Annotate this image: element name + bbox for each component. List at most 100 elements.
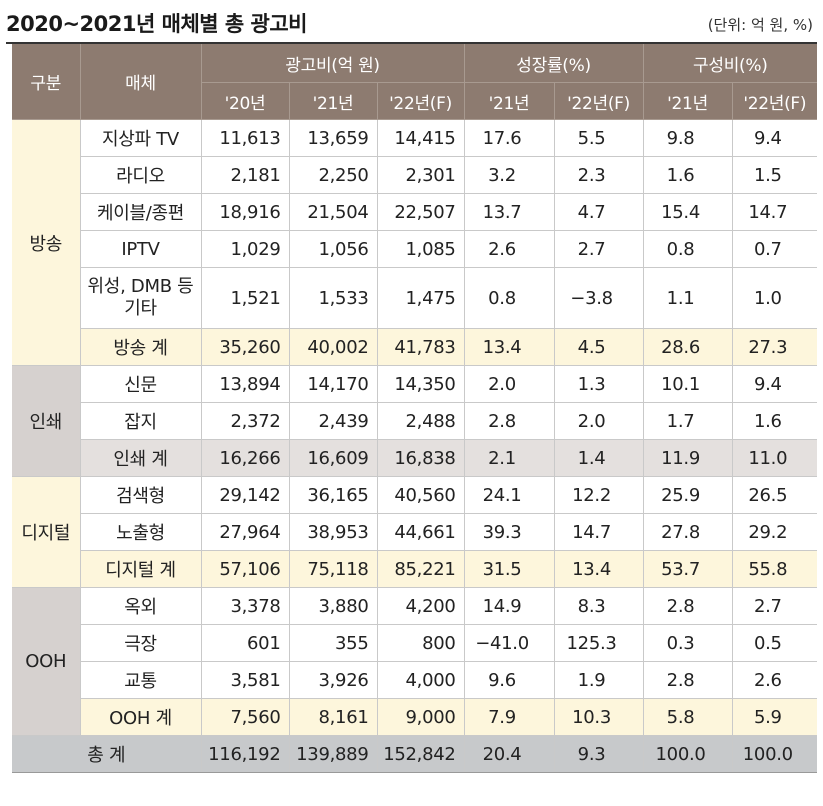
subtotal-row: OOH 계 7,560 8,161 9,000 7.9 10.3 5.8 5.9 [12, 698, 818, 736]
cell-g21: 3.2 [464, 156, 555, 194]
table-row: IPTV 1,029 1,056 1,085 2.6 2.7 0.8 0.7 [12, 230, 818, 268]
cell-s21: 53.7 [643, 550, 733, 588]
table-row: 라디오 2,181 2,250 2,301 3.2 2.3 1.6 1.5 [12, 156, 818, 194]
cell-v22: 9,000 [377, 698, 465, 736]
cell-v20: 601 [201, 624, 290, 662]
cell-v21: 3,880 [289, 587, 378, 625]
cell-v21: 2,439 [289, 402, 378, 440]
cell-s21: 27.8 [643, 513, 733, 551]
cell-v20: 27,964 [201, 513, 290, 551]
cell-v20: 35,260 [201, 328, 290, 366]
cell-v21: 1,533 [289, 267, 378, 329]
cell-v20: 2,181 [201, 156, 290, 194]
table-row: 방송 지상파 TV 11,613 13,659 14,415 17.6 5.5 … [12, 119, 818, 366]
row-label: 옥외 [80, 587, 202, 625]
cell-g21: 2.1 [464, 439, 555, 477]
page-title: 2020~2021년 매체별 총 광고비 [6, 12, 307, 36]
table-body: 방송 지상파 TV 11,613 13,659 14,415 17.6 5.5 … [12, 119, 818, 773]
cell-v21: 75,118 [289, 550, 378, 588]
cell-g21: 13.7 [464, 193, 555, 231]
cell-v22: 2,488 [377, 402, 465, 440]
cell-s21: 1.7 [643, 402, 733, 440]
row-label: 신문 [80, 365, 202, 403]
cell-g21: 7.9 [464, 698, 555, 736]
cell-v20: 1,521 [201, 267, 290, 329]
cell-g21: 17.6 [464, 119, 555, 157]
cell-v21: 1,056 [289, 230, 378, 268]
cell-v21: 355 [289, 624, 378, 662]
total-label: 총 계 [12, 735, 202, 773]
total-s22: 100.0 [732, 735, 818, 773]
cell-v22: 14,350 [377, 365, 465, 403]
subtotal-row: 인쇄 계 16,266 16,609 16,838 2.1 1.4 11.9 1… [12, 439, 818, 477]
cell-s21: 11.9 [643, 439, 733, 477]
header-g21: '21년 [464, 82, 555, 120]
cell-v20: 2,372 [201, 402, 290, 440]
cell-g22: 1.4 [554, 439, 644, 477]
cell-s22: 55.8 [732, 550, 818, 588]
cell-v20: 3,378 [201, 587, 290, 625]
cell-v21: 2,250 [289, 156, 378, 194]
header-g22f: '22년(F) [554, 82, 644, 120]
cell-v20: 3,581 [201, 661, 290, 699]
cell-v22: 14,415 [377, 119, 465, 157]
cell-g22: 4.7 [554, 193, 644, 231]
cell-g21: 0.8 [464, 267, 555, 329]
row-label: 위성, DMB 등 기타 [80, 267, 202, 329]
header-growth: 성장률(%) [464, 44, 644, 83]
subtotal-row: 디지털 계 57,106 75,118 85,221 31.5 13.4 53.… [12, 550, 818, 588]
total-g22: 9.3 [554, 735, 644, 773]
cell-s21: 0.3 [643, 624, 733, 662]
table-row: 디지털 검색형 29,142 36,165 40,560 24.1 12.2 2… [12, 476, 818, 588]
table-row: 인쇄 신문 13,894 14,170 14,350 2.0 1.3 10.1 … [12, 365, 818, 477]
table-row: 교통 3,581 3,926 4,000 9.6 1.9 2.8 2.6 [12, 661, 818, 699]
cell-s22: 0.5 [732, 624, 818, 662]
cell-v21: 14,170 [289, 365, 378, 403]
cell-s21: 25.9 [643, 476, 733, 514]
cell-v21: 36,165 [289, 476, 378, 514]
header-category: 구분 [12, 44, 81, 120]
cell-s21: 2.8 [643, 661, 733, 699]
table-row: OOH 옥외 3,378 3,880 4,200 14.9 8.3 2.8 2.… [12, 587, 818, 736]
cell-s22: 11.0 [732, 439, 818, 477]
cell-g22: 2.3 [554, 156, 644, 194]
row-label: 극장 [80, 624, 202, 662]
cell-s21: 9.8 [643, 119, 733, 157]
cell-s22: 14.7 [732, 193, 818, 231]
table-row: 잡지 2,372 2,439 2,488 2.8 2.0 1.7 1.6 [12, 402, 818, 440]
cell-g22: −3.8 [554, 267, 644, 329]
total-g21: 20.4 [464, 735, 555, 773]
cell-v20: 13,894 [201, 365, 290, 403]
cell-g22: 1.3 [554, 365, 644, 403]
cell-s22: 1.5 [732, 156, 818, 194]
row-label: IPTV [80, 230, 202, 268]
cell-v22: 16,838 [377, 439, 465, 477]
table-row: 위성, DMB 등 기타 1,521 1,533 1,475 0.8 −3.8 … [12, 267, 818, 329]
cell-g21: 2.6 [464, 230, 555, 268]
cell-g22: 12.2 [554, 476, 644, 514]
group-print: 인쇄 [12, 365, 81, 477]
cell-v20: 57,106 [201, 550, 290, 588]
cell-v22: 44,661 [377, 513, 465, 551]
cell-v22: 41,783 [377, 328, 465, 366]
cell-v21: 3,926 [289, 661, 378, 699]
total-s21: 100.0 [643, 735, 733, 773]
cell-v22: 85,221 [377, 550, 465, 588]
row-label: 케이블/종편 [80, 193, 202, 231]
table-row: 극장 601 355 800 −41.0 125.3 0.3 0.5 [12, 624, 818, 662]
header-ad-spend: 광고비(억 원) [201, 44, 465, 83]
cell-s21: 1.6 [643, 156, 733, 194]
row-label: 지상파 TV [80, 119, 202, 157]
cell-g22: 13.4 [554, 550, 644, 588]
cell-s22: 5.9 [732, 698, 818, 736]
group-digital: 디지털 [12, 476, 81, 588]
cell-s22: 1.0 [732, 267, 818, 329]
table-row: 케이블/종편 18,916 21,504 22,507 13.7 4.7 15.… [12, 193, 818, 231]
table-row: 노출형 27,964 38,953 44,661 39.3 14.7 27.8 … [12, 513, 818, 551]
cell-v21: 21,504 [289, 193, 378, 231]
cell-g22: 4.5 [554, 328, 644, 366]
cell-g22: 2.0 [554, 402, 644, 440]
cell-s22: 9.4 [732, 119, 818, 157]
cell-s22: 26.5 [732, 476, 818, 514]
